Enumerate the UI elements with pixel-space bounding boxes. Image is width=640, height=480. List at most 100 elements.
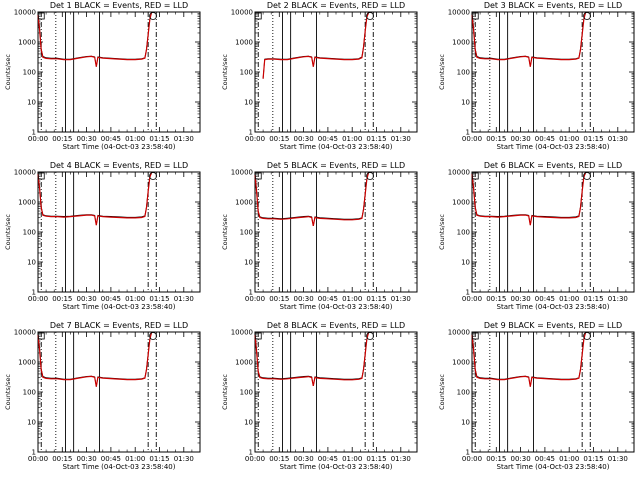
x-tick-label: 01:15 xyxy=(583,455,603,463)
series-line-lld xyxy=(37,332,152,387)
y-tick-label: 10 xyxy=(244,419,253,427)
y-tick-label: 1000 xyxy=(452,199,470,207)
x-tick-label: 00:00 xyxy=(28,295,48,303)
x-tick-label: 00:30 xyxy=(294,455,314,463)
panel-title: Det 5 BLACK = Events, RED = LLD xyxy=(267,161,405,170)
x-tick-label: 00:15 xyxy=(52,455,72,463)
y-tick-label: 1 xyxy=(249,449,253,457)
panel-title: Det 9 BLACK = Events, RED = LLD xyxy=(484,321,622,330)
x-tick-label: 00:45 xyxy=(318,135,338,143)
x-tick-label: 01:30 xyxy=(608,295,628,303)
y-tick-label: 10 xyxy=(27,259,36,267)
start-marker-square xyxy=(37,12,45,20)
x-tick-label: 00:15 xyxy=(269,455,289,463)
panel-9: Det 9 BLACK = Events, RED = LLD 1 10 100 100… xyxy=(438,321,635,471)
x-tick-label: 00:30 xyxy=(511,295,531,303)
start-marker-square xyxy=(471,12,479,20)
panel-title: Det 2 BLACK = Events, RED = LLD xyxy=(267,1,405,10)
series-line-lld xyxy=(37,172,152,226)
plot-frame xyxy=(254,11,418,133)
y-tick-label: 10 xyxy=(27,99,36,107)
x-tick-label: 00:00 xyxy=(245,295,265,303)
start-marker-square xyxy=(37,332,45,340)
end-marker-circle xyxy=(149,12,157,20)
panel-4: Det 4 BLACK = Events, RED = LLD 1 10 100 100… xyxy=(4,161,201,311)
x-tick-label: 00:30 xyxy=(294,295,314,303)
x-axis-label: Start Time (04-Oct-03 23:58:40) xyxy=(280,303,393,311)
start-marker-square xyxy=(254,332,262,340)
y-axis-label: Counts/sec xyxy=(221,54,229,90)
x-tick-label: 00:45 xyxy=(101,455,121,463)
y-axis-label: Counts/sec xyxy=(4,54,12,90)
y-tick-label: 1000 xyxy=(235,359,253,367)
end-marker-circle xyxy=(149,332,157,340)
y-tick-label: 100 xyxy=(457,389,470,397)
x-tick-label: 00:30 xyxy=(511,455,531,463)
y-tick-label: 10000 xyxy=(231,169,253,177)
panel-8: Det 8 BLACK = Events, RED = LLD 1 10 100 100… xyxy=(221,321,418,471)
x-tick-label: 01:30 xyxy=(391,455,411,463)
panel-title: Det 7 BLACK = Events, RED = LLD xyxy=(50,321,188,330)
panel-2: Det 2 BLACK = Events, RED = LLD 1 10 100 100… xyxy=(221,1,418,151)
y-tick-label: 100 xyxy=(240,229,253,237)
plot-frame xyxy=(254,331,418,453)
series-line-lld xyxy=(254,172,369,227)
x-tick-label: 00:00 xyxy=(28,455,48,463)
x-tick-label: 01:15 xyxy=(366,295,386,303)
x-tick-label: 01:00 xyxy=(125,295,145,303)
panel-title: Det 4 BLACK = Events, RED = LLD xyxy=(50,161,188,170)
x-tick-label: 01:00 xyxy=(342,295,362,303)
y-tick-label: 10 xyxy=(244,259,253,267)
x-tick-label: 00:00 xyxy=(28,135,48,143)
y-tick-label: 1000 xyxy=(452,359,470,367)
y-tick-label: 10 xyxy=(461,259,470,267)
end-marker-circle xyxy=(366,172,374,180)
x-tick-label: 00:00 xyxy=(462,135,482,143)
y-tick-label: 1 xyxy=(32,289,36,297)
end-marker-circle xyxy=(149,172,157,180)
x-tick-label: 01:15 xyxy=(149,455,169,463)
x-tick-label: 00:45 xyxy=(101,135,121,143)
y-tick-label: 10000 xyxy=(448,169,470,177)
series-line-lld xyxy=(254,332,369,387)
x-tick-label: 00:15 xyxy=(269,135,289,143)
x-tick-label: 00:45 xyxy=(318,455,338,463)
x-tick-label: 00:45 xyxy=(535,135,555,143)
plot-frame xyxy=(254,171,418,293)
x-tick-label: 00:15 xyxy=(269,295,289,303)
end-marker-circle xyxy=(583,12,591,20)
y-tick-label: 1000 xyxy=(18,359,36,367)
y-tick-label: 10 xyxy=(461,99,470,107)
series-line-lld xyxy=(471,332,586,387)
x-tick-label: 00:00 xyxy=(245,455,265,463)
plot-frame xyxy=(37,331,201,453)
x-tick-label: 01:30 xyxy=(608,135,628,143)
y-tick-label: 1 xyxy=(249,289,253,297)
x-tick-label: 00:00 xyxy=(462,295,482,303)
x-axis-label: Start Time (04-Oct-03 23:58:40) xyxy=(280,463,393,471)
x-tick-label: 00:45 xyxy=(101,295,121,303)
x-tick-label: 00:45 xyxy=(535,295,555,303)
panel-title: Det 8 BLACK = Events, RED = LLD xyxy=(267,321,405,330)
y-axis-label: Counts/sec xyxy=(221,214,229,250)
x-axis-label: Start Time (04-Oct-03 23:58:40) xyxy=(280,143,393,151)
plot-frame xyxy=(471,171,635,293)
start-marker-square xyxy=(471,332,479,340)
y-tick-label: 100 xyxy=(23,229,36,237)
x-tick-label: 01:30 xyxy=(174,295,194,303)
end-marker-circle xyxy=(366,12,374,20)
x-tick-label: 00:15 xyxy=(52,135,72,143)
y-tick-label: 100 xyxy=(23,389,36,397)
y-tick-label: 100 xyxy=(457,229,470,237)
x-tick-label: 00:30 xyxy=(77,455,97,463)
x-axis-label: Start Time (04-Oct-03 23:58:40) xyxy=(497,463,610,471)
x-tick-label: 01:30 xyxy=(608,455,628,463)
y-tick-label: 10000 xyxy=(448,329,470,337)
y-tick-label: 1000 xyxy=(452,39,470,47)
series-line-lld xyxy=(471,172,586,226)
y-tick-label: 1000 xyxy=(235,39,253,47)
x-axis-label: Start Time (04-Oct-03 23:58:40) xyxy=(63,143,176,151)
y-tick-label: 1000 xyxy=(18,39,36,47)
panel-3: Det 3 BLACK = Events, RED = LLD 1 10 100 100… xyxy=(438,1,635,151)
y-axis-label: Counts/sec xyxy=(4,214,12,250)
